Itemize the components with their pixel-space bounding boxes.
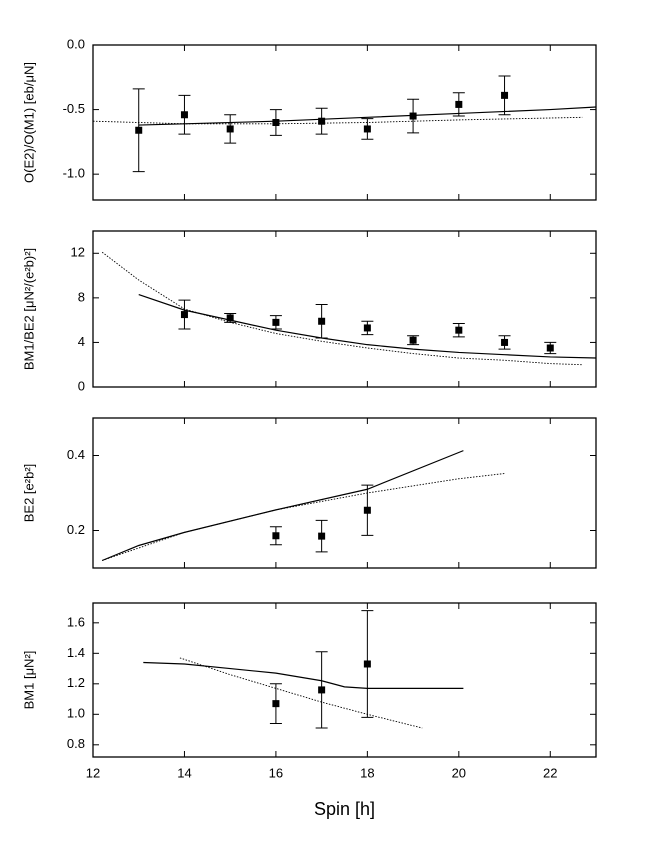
data-point <box>318 317 326 325</box>
x-tick-label: 14 <box>177 765 191 780</box>
data-point <box>272 318 280 326</box>
y-tick-label: 4 <box>78 334 85 349</box>
data-point <box>272 532 280 540</box>
x-tick-label: 18 <box>360 765 374 780</box>
data-point <box>363 506 371 514</box>
data-point <box>226 125 234 133</box>
data-point <box>363 660 371 668</box>
dotted-curve <box>101 473 505 561</box>
data-point <box>318 532 326 540</box>
plot-frame <box>92 230 597 388</box>
data-point <box>180 111 188 119</box>
data-point <box>501 91 509 99</box>
dotted-curve <box>179 657 423 729</box>
plot-frame <box>92 44 597 201</box>
data-point <box>363 125 371 133</box>
y-axis-label: BM1/BE2 [μN²/(e²b)²] <box>21 248 36 370</box>
data-point <box>501 338 509 346</box>
x-tick-label: 16 <box>269 765 283 780</box>
y-tick-label: -1.0 <box>63 166 85 181</box>
data-point <box>226 314 234 322</box>
y-tick-label: 1.2 <box>67 675 85 690</box>
y-tick-label: 0.0 <box>67 36 85 51</box>
y-tick-label: 0.2 <box>67 522 85 537</box>
data-point <box>455 326 463 334</box>
x-tick-label: 20 <box>452 765 466 780</box>
x-axis-label: Spin [h] <box>314 799 375 819</box>
y-axis-label: O(E2)/O(M1) [eb/μN] <box>21 62 36 183</box>
dotted-curve <box>101 251 583 366</box>
data-point <box>318 117 326 125</box>
y-tick-label: -0.5 <box>63 101 85 116</box>
y-tick-label: 1.0 <box>67 706 85 721</box>
data-point <box>363 324 371 332</box>
data-point <box>409 336 417 344</box>
y-tick-label: 1.4 <box>67 645 85 660</box>
y-tick-label: 0 <box>78 378 85 393</box>
data-point <box>272 700 280 708</box>
dotted-curve <box>92 116 583 125</box>
data-point <box>455 100 463 108</box>
x-tick-label: 22 <box>543 765 557 780</box>
data-point <box>409 112 417 120</box>
data-point <box>180 311 188 319</box>
y-axis-label: BM1 [μN²] <box>21 651 36 710</box>
y-tick-label: 0.4 <box>67 447 85 462</box>
plot-frame <box>92 417 597 569</box>
data-point <box>318 686 326 694</box>
data-point <box>546 344 554 352</box>
x-tick-label: 12 <box>86 765 100 780</box>
solid-curve <box>138 293 597 359</box>
y-axis-label: BE2 [e²b²] <box>21 464 36 523</box>
y-tick-label: 12 <box>71 245 85 260</box>
y-tick-label: 0.8 <box>67 736 85 751</box>
y-tick-label: 1.6 <box>67 614 85 629</box>
data-point <box>135 126 143 134</box>
data-point <box>272 119 280 126</box>
plot-frame <box>92 602 597 758</box>
solid-curve <box>101 450 464 562</box>
solid-curve <box>143 661 464 689</box>
y-tick-label: 8 <box>78 289 85 304</box>
